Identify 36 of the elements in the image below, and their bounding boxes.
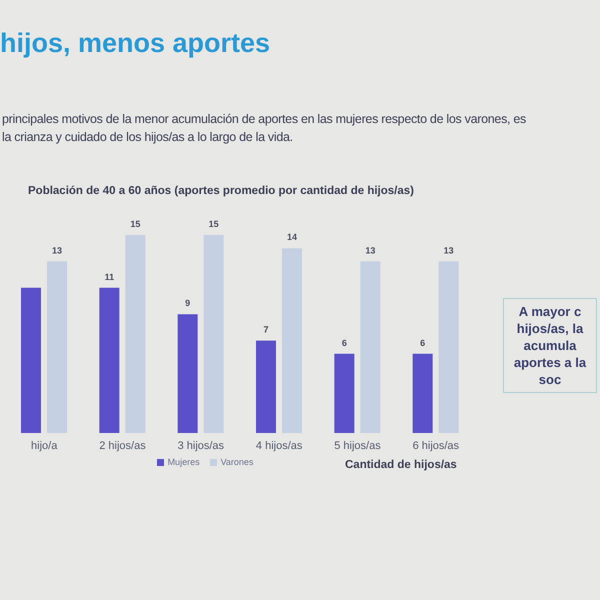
data-label: 13 [365,245,376,256]
text: A mayor c hijos/as, la acumula aportes a la soc [503,298,597,393]
bar [178,314,198,433]
data-label: 9 [185,298,190,308]
bar [99,288,120,433]
x-tick-label: 4 hijos/as [256,440,303,452]
text: principales motivos de la menor acumulación de aportes en las mujeres respecto de los varones, es la crianza y cuidado de los hijos/as a lo largo de la vida. [2,111,527,146]
chart-subtitle: hijos, menos aportes [0,28,270,59]
bar [256,340,276,433]
chart-title: Población de 40 a 60 años (aportes promedio por cantidad de hijos/as) [28,185,414,197]
bar [438,261,459,433]
data-label: 13 [52,245,62,256]
x-tick-label: hijo/a [31,440,58,452]
x-tick-label: 2 hijos/as [99,440,146,452]
legend-label: Varones [220,457,254,467]
data-label: 15 [130,219,140,229]
data-label: 7 [263,324,269,335]
data-label: 15 [208,219,219,229]
bar [21,288,41,433]
bar [47,261,67,433]
data-label: 6 [342,338,347,348]
bar [125,235,146,433]
data-label: 14 [286,232,298,242]
data-label: 6 [420,338,426,348]
x-tick-label: 5 hijos/as [334,440,382,452]
data-label: 13 [444,245,454,256]
bar [334,354,354,433]
x-tick-label: 6 hijos/as [412,440,460,452]
bar [282,248,302,433]
bar [412,354,433,433]
legend-label: Mujeres [168,457,200,467]
bar [360,261,380,433]
x-tick-label: 3 hijos/as [178,440,225,452]
data-label: 11 [104,272,114,282]
bar [204,235,224,433]
x-axis-title: Cantidad de hijos/as [345,459,457,471]
